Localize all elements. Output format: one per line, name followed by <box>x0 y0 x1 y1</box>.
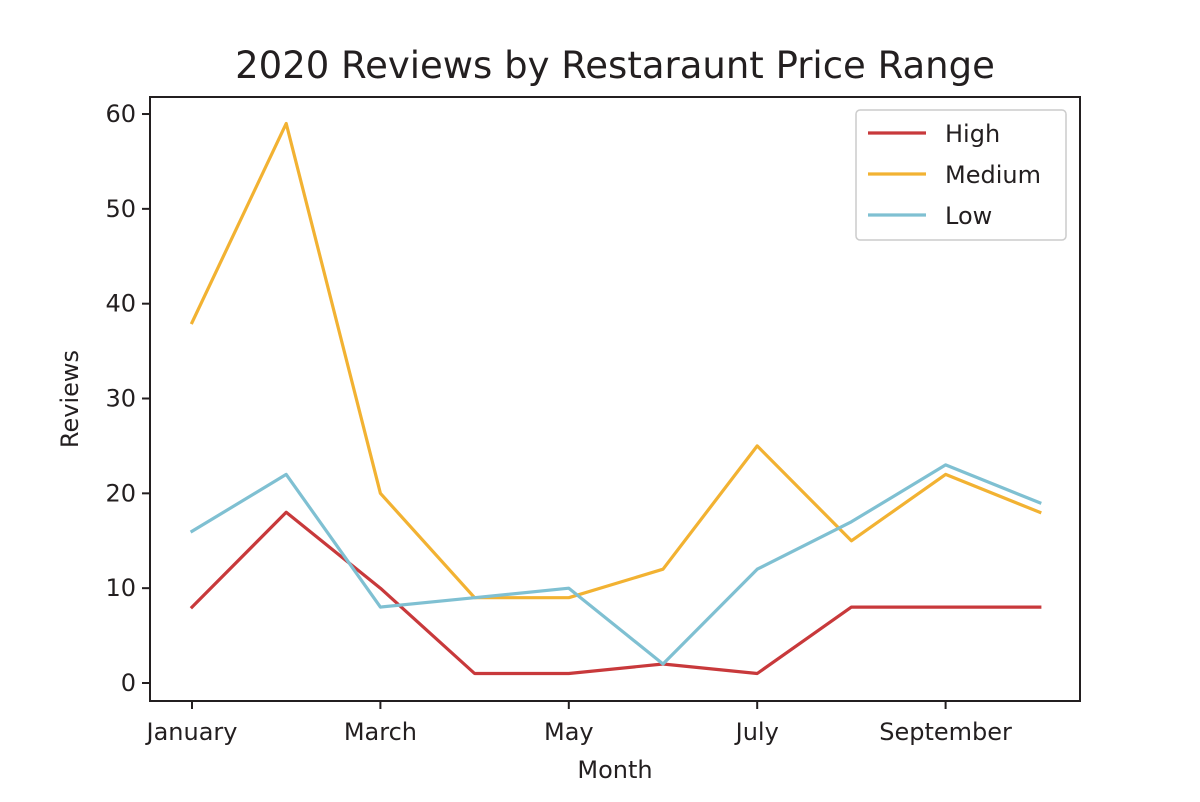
x-axis: January March May July September <box>145 701 1012 746</box>
y-axis: 0 10 20 30 40 50 60 <box>105 100 150 697</box>
x-tick-label: September <box>879 718 1012 746</box>
y-tick-label: 50 <box>105 195 136 223</box>
y-tick-label: 0 <box>121 669 136 697</box>
y-tick-label: 10 <box>105 574 136 602</box>
legend: High Medium Low <box>855 109 1067 241</box>
series-lines <box>189 121 1042 676</box>
x-axis-label: Month <box>577 756 652 784</box>
y-tick-label: 40 <box>105 290 136 318</box>
x-tick-label: May <box>544 718 594 746</box>
y-tick-label: 60 <box>105 100 136 128</box>
y-tick-label: 20 <box>105 479 136 507</box>
legend-label-high: High <box>945 120 1000 148</box>
x-tick-label: March <box>344 718 417 746</box>
y-tick-label: 30 <box>105 385 136 413</box>
legend-box <box>855 109 1067 241</box>
legend-label-medium: Medium <box>945 161 1041 189</box>
series-line-high <box>189 510 1042 676</box>
legend-label-low: Low <box>945 202 992 230</box>
x-tick-label: January <box>145 718 238 746</box>
chart-title: 2020 Reviews by Restaraunt Price Range <box>235 44 995 87</box>
y-axis-label: Reviews <box>56 350 84 448</box>
series-line-low <box>189 463 1042 666</box>
series-line-medium <box>189 121 1042 600</box>
x-tick-label: July <box>734 718 779 746</box>
